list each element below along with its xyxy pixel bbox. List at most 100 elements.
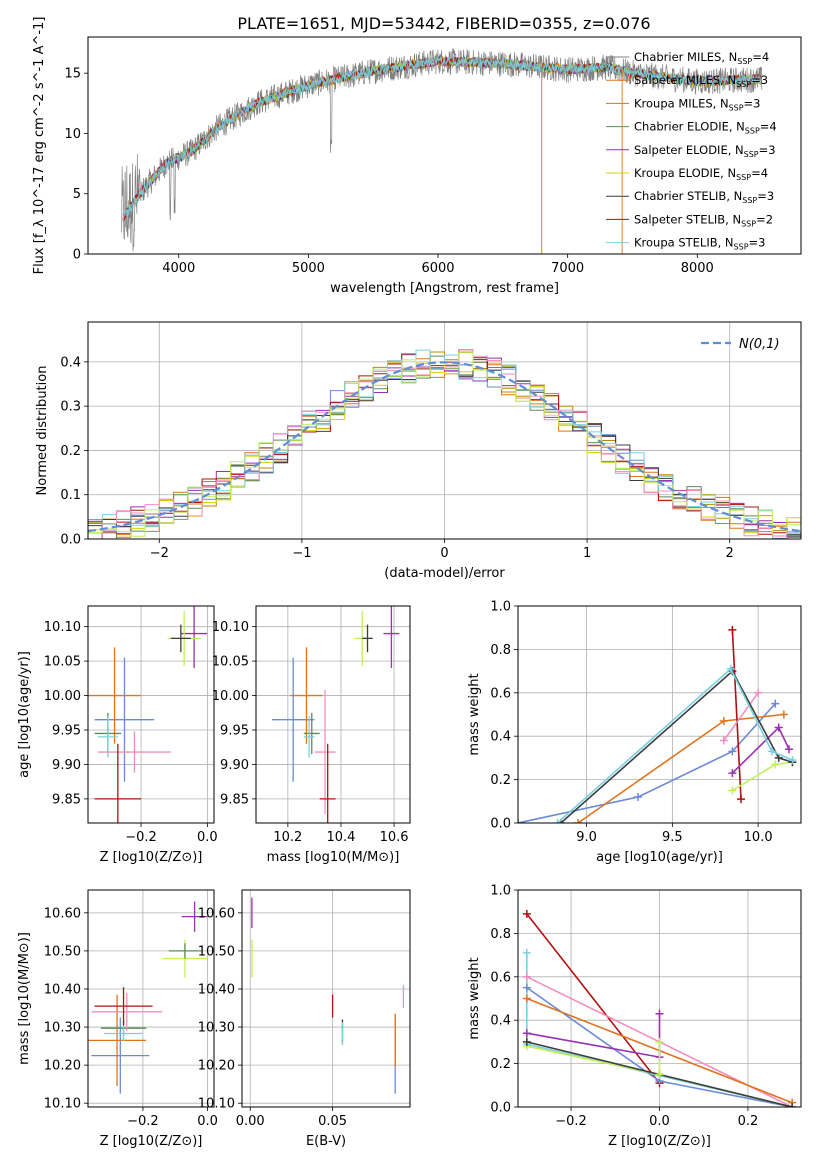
- model-spectrum-line: [122, 56, 762, 222]
- axes-frame: [241, 889, 411, 1108]
- error-bars: [88, 606, 208, 823]
- x-tick-label: −0.2: [125, 830, 157, 845]
- y-axis-label: age [log10(age/yr)]: [17, 651, 32, 778]
- weight-marker: [522, 972, 531, 981]
- x-tick-label: 10.4: [326, 830, 355, 845]
- legend-value: =4: [760, 120, 777, 134]
- weight-marker: [522, 994, 531, 1003]
- y-tick-label: 1.0: [490, 884, 511, 899]
- x-tick-label: 0.0: [649, 1114, 670, 1129]
- weight-series: [719, 688, 763, 745]
- legend-label: Salpeter ELODIE, NSSP=3: [634, 143, 776, 159]
- x-tick-label: 0.05: [318, 1114, 347, 1129]
- legend-label: N(0,1): [739, 337, 780, 352]
- legend-label: Salpeter STELIB, NSSP=2: [634, 212, 773, 228]
- panel-age-vs-Z: −0.2 0.0 9.85 9.90 9.95 10.00 10.05 10.10 Z [log…: [17, 605, 218, 865]
- weight-series: [728, 625, 745, 804]
- weight-marker: [719, 717, 728, 726]
- x-tick-label: 8000: [681, 261, 714, 276]
- x-axis-label: Z [log10(Z/Z⊙)]: [608, 1134, 711, 1149]
- legend-subscript: SSP: [744, 150, 759, 159]
- weight-marker: [774, 753, 783, 762]
- error-point: [168, 943, 202, 959]
- y-tick-label: 10.40: [44, 982, 81, 997]
- y-axis-label: Normed distribution: [35, 366, 50, 496]
- weight-line: [526, 913, 661, 1084]
- histogram-step: [88, 358, 801, 539]
- error-point: [181, 901, 208, 932]
- normal-curve: [88, 361, 801, 533]
- weight-lines: [522, 909, 797, 1107]
- weight-series: [518, 699, 780, 823]
- x-axis-label: Z [log10(Z/Z⊙)]: [100, 850, 203, 865]
- legend-value: =3: [744, 96, 761, 110]
- x-tick-label: −2: [150, 546, 169, 561]
- x-tick-label: 10.0: [744, 830, 773, 845]
- legend-value: =3: [751, 73, 768, 87]
- histograms: [88, 349, 801, 539]
- y-axis-label: mass [log10(M/M⊙)]: [17, 932, 32, 1065]
- error-point: [97, 731, 171, 773]
- y-tick-label: 0.4: [490, 730, 511, 745]
- weight-marker: [655, 1070, 664, 1079]
- x-tick-label: 0.00: [236, 1114, 265, 1129]
- y-tick-label: 0.4: [490, 1014, 511, 1029]
- x-axis-label: (data-model)/error: [384, 566, 505, 581]
- weight-marker: [788, 756, 797, 765]
- x-tick-label: 5000: [292, 261, 325, 276]
- x-tick-label: 4000: [162, 261, 195, 276]
- legend-label: Salpeter MILES, NSSP=3: [634, 73, 768, 89]
- weight-marker: [774, 723, 783, 732]
- weight-marker: [553, 819, 562, 823]
- y-tick-label: 0.2: [60, 444, 81, 459]
- y-tick-label: 0.2: [490, 1057, 511, 1072]
- legend-subscript: SSP: [736, 173, 751, 182]
- weight-marker: [736, 795, 745, 804]
- y-tick-label: 9.95: [220, 724, 249, 739]
- y-tick-label: 0.4: [60, 355, 81, 370]
- model-spectrum-line: [122, 55, 762, 221]
- spectrum-lines: [121, 48, 763, 254]
- spectrum-legend: Chabrier MILES, NSSP=4 Salpeter MILES, NS…: [606, 50, 777, 252]
- y-tick-label: 10.50: [44, 944, 81, 959]
- legend-label: Kroupa MILES, NSSP=3: [634, 96, 760, 112]
- axes-frame: [255, 605, 411, 824]
- x-tick-label: −0.2: [127, 1114, 159, 1129]
- legend-subscript: SSP: [737, 57, 752, 66]
- y-axis-label: mass weight: [467, 957, 482, 1039]
- error-point: [91, 992, 163, 1031]
- weight-line: [723, 692, 759, 741]
- y-tick-label: 10.10: [44, 620, 81, 635]
- weight-series: [655, 1037, 664, 1079]
- legend-value: =3: [757, 189, 774, 203]
- y-tick-label: 0.3: [60, 400, 81, 415]
- y-tick-label: 0.6: [490, 686, 511, 701]
- axes-frame: [87, 889, 215, 1108]
- error-point: [88, 647, 142, 744]
- legend-value: =4: [752, 50, 769, 64]
- weight-series: [728, 723, 793, 778]
- legend-subscript: SSP: [745, 127, 760, 136]
- weight-marker: [522, 1029, 531, 1038]
- x-tick-label: −0.2: [555, 1114, 587, 1129]
- error-point: [180, 606, 208, 668]
- panel-mass-vs-Z: −0.2 0.0 10.10 10.20 10.30 10.40 10.50 10.60 Z […: [17, 889, 218, 1149]
- y-tick-label: 0: [73, 248, 81, 263]
- weight-marker: [771, 699, 780, 708]
- error-point: [104, 1025, 143, 1042]
- y-tick-label: 10: [64, 127, 81, 142]
- y-tick-label: 10.10: [212, 620, 249, 635]
- y-tick-label: 10.05: [44, 655, 81, 670]
- error-bars: [88, 901, 208, 1094]
- weight-marker: [728, 786, 737, 795]
- x-axis-label: mass [log10(M/M⊙)]: [267, 850, 400, 865]
- y-tick-label: 5: [73, 187, 81, 202]
- y-tick-label: 9.90: [220, 758, 249, 773]
- panel-mass-vs-EBV: 0.00 0.05 10.10 10.20 10.30 10.40 10.50 10.60 E(…: [198, 889, 411, 1149]
- weight-line: [731, 629, 742, 800]
- x-tick-label: 2: [726, 546, 734, 561]
- x-tick-label: 0.0: [197, 830, 218, 845]
- axes-frame: [87, 321, 802, 540]
- y-tick-label: 10.40: [198, 982, 235, 997]
- error-point: [97, 716, 118, 758]
